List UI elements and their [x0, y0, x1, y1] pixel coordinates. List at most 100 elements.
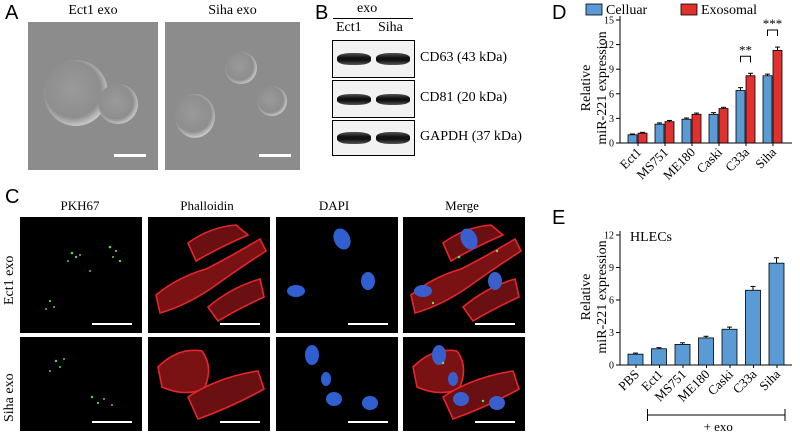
blot-header-exo: exo	[357, 1, 378, 16]
scale-bar	[92, 323, 132, 325]
tem-caption-siha: Siha exo	[208, 3, 257, 18]
bar	[681, 118, 692, 144]
y-tick-label: 9	[609, 65, 614, 76]
blot-band	[337, 94, 371, 105]
scale-bar	[220, 323, 260, 325]
scale-bar	[220, 421, 260, 423]
bar	[698, 337, 714, 366]
channel-label-phalloidin: Phalloidin	[180, 198, 234, 213]
x-tick-label: Caski	[705, 366, 737, 398]
channel-label-dapi: DAPI	[318, 198, 350, 213]
blot-label-gapdh: GAPDH (37 kDa)	[420, 129, 522, 144]
exo-bracket-label: + exo	[704, 419, 733, 434]
y-tick-label: 15	[604, 16, 614, 27]
micro-ect1-pkh67	[20, 217, 142, 333]
significance-bracket	[740, 55, 751, 63]
panel-letter-d: D	[552, 2, 567, 24]
bar	[691, 113, 702, 144]
actin-stain	[155, 224, 268, 323]
y-axis-label: miR-221 expression	[595, 31, 610, 144]
bar	[664, 121, 675, 144]
blot-lane-ect1: Ect1	[336, 20, 362, 35]
x-tick-label: Caski	[694, 144, 726, 176]
y-tick-label: 3	[609, 114, 614, 125]
x-tick-label: C33a	[722, 144, 752, 174]
legend-swatch	[680, 3, 698, 16]
bar	[627, 353, 644, 366]
bar	[768, 262, 785, 366]
scale-bar	[475, 323, 515, 325]
blot-label-cd63: CD63 (43 kDa)	[420, 50, 508, 65]
scale-bar	[259, 154, 291, 157]
y-tick-label: 6	[609, 89, 614, 100]
row-label-ect1-exo: Ect1 exo	[2, 255, 17, 305]
bar	[772, 49, 783, 144]
bar	[654, 123, 665, 144]
blot-header-line	[333, 18, 413, 19]
micro-siha-merge	[403, 337, 525, 431]
merged-stain	[412, 345, 520, 420]
tem-image-siha	[165, 22, 300, 170]
chart-d: Relative miR-221 expression 03691215Ect1MS…	[579, 3, 792, 183]
scale-bar	[348, 323, 388, 325]
bar	[745, 75, 756, 144]
bar	[627, 134, 638, 144]
nuclei-stain	[305, 345, 378, 410]
nuclei-stain	[287, 228, 375, 297]
bar	[762, 75, 773, 144]
legend-label: Exosomal	[701, 3, 757, 18]
y-tick-label: 9	[609, 263, 614, 274]
exosome-vesicle	[175, 94, 215, 138]
significance-stars: ***	[763, 16, 783, 31]
micro-siha-phalloidin	[148, 337, 270, 431]
y-tick-label: 6	[609, 296, 614, 307]
panel-letter-c: C	[5, 186, 20, 208]
exosome-vesicle	[257, 86, 287, 116]
panel-letter-b: B	[315, 2, 329, 24]
blot-cd81	[332, 80, 415, 118]
bar	[651, 348, 667, 366]
exosome-vesicle	[44, 60, 108, 126]
panel-letter-e: E	[552, 207, 566, 229]
y-axis-label: Relative	[579, 65, 594, 112]
bar	[708, 113, 719, 144]
y-tick-label: 12	[604, 40, 614, 51]
chart-title: HLECs	[630, 230, 672, 245]
y-tick-label: 0	[609, 361, 614, 372]
scale-bar	[348, 421, 388, 423]
y-tick-label: 0	[609, 139, 614, 150]
y-tick-label: 12	[604, 231, 614, 242]
x-tick-label: Siha	[756, 366, 783, 393]
x-tick-label: PBS	[615, 367, 642, 394]
legend-swatch	[585, 3, 603, 16]
blot-band	[337, 53, 371, 65]
channel-label-pkh67: PKH67	[60, 198, 100, 213]
legend-label: Celluar	[606, 3, 648, 18]
scale-bar	[114, 154, 146, 157]
blot-lane-siha: Siha	[378, 20, 403, 35]
x-tick-label: Siha	[752, 144, 779, 171]
chart-e: Relative miR-221 expression036912PBSEct1M…	[579, 230, 792, 434]
bar	[721, 328, 738, 366]
micro-ect1-merge	[403, 217, 525, 333]
channel-label-merge: Merge	[445, 198, 479, 213]
actin-stain	[157, 349, 265, 420]
scale-bar	[475, 421, 515, 423]
blot-cd63	[332, 40, 415, 78]
y-axis-label: miR-221 expression	[595, 240, 610, 353]
panel-letter-a: A	[5, 2, 19, 24]
micro-ect1-dapi	[276, 217, 398, 333]
merged-stain	[410, 224, 523, 323]
exosome-vesicle	[225, 52, 257, 84]
bar	[745, 289, 761, 366]
significance-bracket	[767, 29, 778, 37]
green-puncta	[45, 245, 122, 310]
tem-caption-ect1: Ect1 exo	[68, 3, 118, 18]
green-puncta	[49, 358, 113, 406]
micro-siha-pkh67	[20, 337, 142, 431]
blot-band	[376, 132, 410, 144]
blot-band	[337, 132, 371, 144]
bar	[718, 108, 729, 144]
row-label-siha-exo: Siha exo	[2, 373, 17, 422]
y-axis-label: Relative	[579, 274, 594, 321]
